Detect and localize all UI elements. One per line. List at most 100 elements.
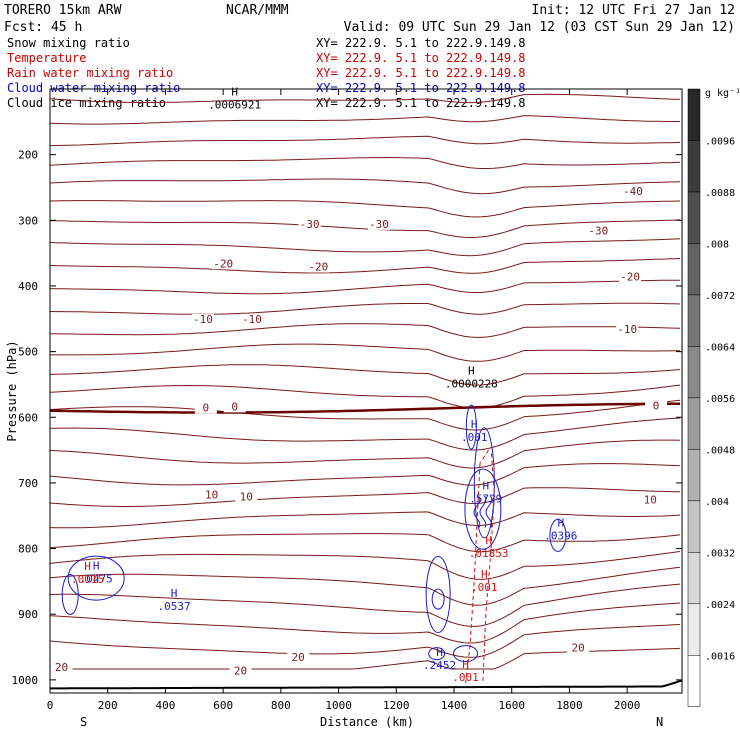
temperature-label: -10 — [242, 313, 262, 326]
maximum-value-label: .0537 — [158, 600, 191, 613]
y-tick-label: 1000 — [12, 674, 39, 687]
cloud-water-contours — [61, 404, 567, 663]
cloud-water-contour — [549, 518, 567, 552]
temperature-label-bg — [287, 652, 310, 664]
maximum-marker-h: H — [436, 646, 443, 659]
cloud-water-contour — [425, 556, 451, 634]
temperature-label: -30 — [300, 218, 320, 231]
maximum-value-label: .5729 — [469, 492, 502, 505]
isotherm — [49, 487, 680, 507]
maximum-value-label: .0000228 — [445, 377, 498, 390]
x-start-label: S — [80, 715, 87, 729]
legend-item-name: Temperature — [7, 51, 86, 65]
colorbar-segment — [687, 552, 701, 605]
colorbar-tick-label: .0088 — [705, 188, 735, 199]
y-tick-label: 800 — [18, 543, 38, 556]
maximum-marker-h: H — [482, 479, 489, 492]
temperature-label-bg — [200, 489, 223, 501]
y-tick-label: 200 — [18, 149, 38, 162]
isotherm — [49, 566, 681, 606]
zero-isotherm — [49, 402, 680, 414]
colorbar-segment — [687, 449, 701, 502]
temperature-label: 10 — [644, 494, 657, 507]
isotherm — [49, 178, 681, 195]
legend: Snow mixing ratio XY= 222.9. 5.1 to 222.9… — [7, 36, 526, 110]
x-tick-label: 1400 — [441, 699, 468, 712]
isotherm — [49, 417, 681, 451]
isotherm — [49, 364, 681, 386]
temperature-label: -30 — [369, 218, 389, 231]
center-title: NCAR/MMM — [226, 3, 289, 18]
y-tick-label: 400 — [18, 280, 38, 293]
x-tick-label: 1600 — [498, 699, 525, 712]
colorbar-segment — [687, 191, 701, 244]
isotherm — [49, 624, 681, 658]
cloud-water-contour — [431, 588, 445, 610]
temperature-label: 0 — [231, 400, 238, 413]
isotherm — [49, 93, 681, 104]
isotherm — [49, 602, 681, 644]
x-tick-label: 1200 — [383, 699, 410, 712]
colorbar-tick-label: .0096 — [705, 136, 735, 147]
cloud-water-contour — [61, 574, 79, 616]
isotherm — [49, 399, 681, 431]
temperature-label-bg — [212, 258, 235, 270]
colorbar-tick-label: .0064 — [705, 342, 735, 353]
cloud-water-contour — [473, 495, 481, 528]
colorbar-tick-label: .0056 — [705, 394, 735, 405]
surface-pressure-line — [50, 679, 683, 690]
temperature-label-bg — [616, 323, 639, 335]
cloud-water-contour — [67, 555, 125, 601]
colorbar: g kg⁻¹ .0096 .0088 .008 .0072 .0064 .0056 .0048… — [687, 88, 740, 707]
isotherm — [49, 463, 681, 486]
temperature-label-bg — [367, 218, 390, 230]
temperature-label: 0 — [653, 400, 660, 413]
plot-frame — [49, 88, 683, 694]
maximum-marker-h: H — [468, 364, 475, 377]
colorbar-segment — [687, 500, 701, 553]
temperature-label: 10 — [240, 490, 253, 503]
legend-item-name: Cloud water mixing ratio — [7, 81, 180, 95]
cloud-water-contour — [485, 495, 493, 528]
temperature-label: -20 — [308, 261, 328, 274]
maximum-marker-h: H — [84, 560, 91, 573]
maximum-value-label: .01853 — [469, 547, 509, 560]
y-axis-label: Pressure (hPa) — [5, 340, 19, 441]
temperature-label-bg — [229, 665, 252, 677]
isotherm — [49, 200, 681, 218]
maximum-value-label: .0006921 — [208, 98, 261, 111]
colorbar-tick-label: .0072 — [705, 291, 735, 302]
model-title: TORERO 15km ARW — [4, 3, 122, 18]
colorbar-segment — [687, 294, 701, 347]
maximum-value-label: .2452 — [423, 659, 456, 672]
temperature-label-bg — [194, 402, 217, 414]
temperature-label: 10 — [205, 488, 218, 501]
colorbar-segment — [687, 655, 701, 707]
colorbar-segment — [687, 88, 701, 141]
isotherm — [49, 238, 681, 257]
isotherm — [49, 115, 681, 125]
maximum-marker-h: H — [171, 587, 178, 600]
rain-contour — [465, 463, 481, 684]
temperature-label-bg — [307, 261, 330, 273]
x-end-label: N — [656, 715, 663, 729]
temperature-label-bg — [298, 218, 321, 230]
cloud-water-contour — [464, 468, 502, 550]
isotherm — [49, 135, 681, 147]
valid-time: Valid: 09 UTC Sun 29 Jan 12 (03 CST Sun … — [344, 20, 735, 35]
cloud-water-contour — [465, 404, 477, 450]
legend-item-name: Rain water mixing ratio — [7, 66, 173, 80]
y-tick-label: 700 — [18, 477, 38, 490]
isotherm — [49, 583, 681, 627]
rain-contours — [465, 449, 495, 684]
temperature-label: 0 — [203, 402, 210, 415]
legend-item-xy: XY= 222.9. 5.1 to 222.9.149.8 — [316, 51, 526, 65]
temperature-label-bg — [223, 401, 246, 413]
maximum-value-label: .001 — [452, 671, 479, 684]
maximum-marker-h: H — [471, 418, 478, 431]
temperature-label: -40 — [623, 185, 643, 198]
temperature-label: -20 — [213, 257, 233, 270]
temperature-label: 20 — [55, 661, 68, 674]
legend-item-xy: XY= 222.9. 5.1 to 222.9.149.8 — [316, 36, 526, 50]
